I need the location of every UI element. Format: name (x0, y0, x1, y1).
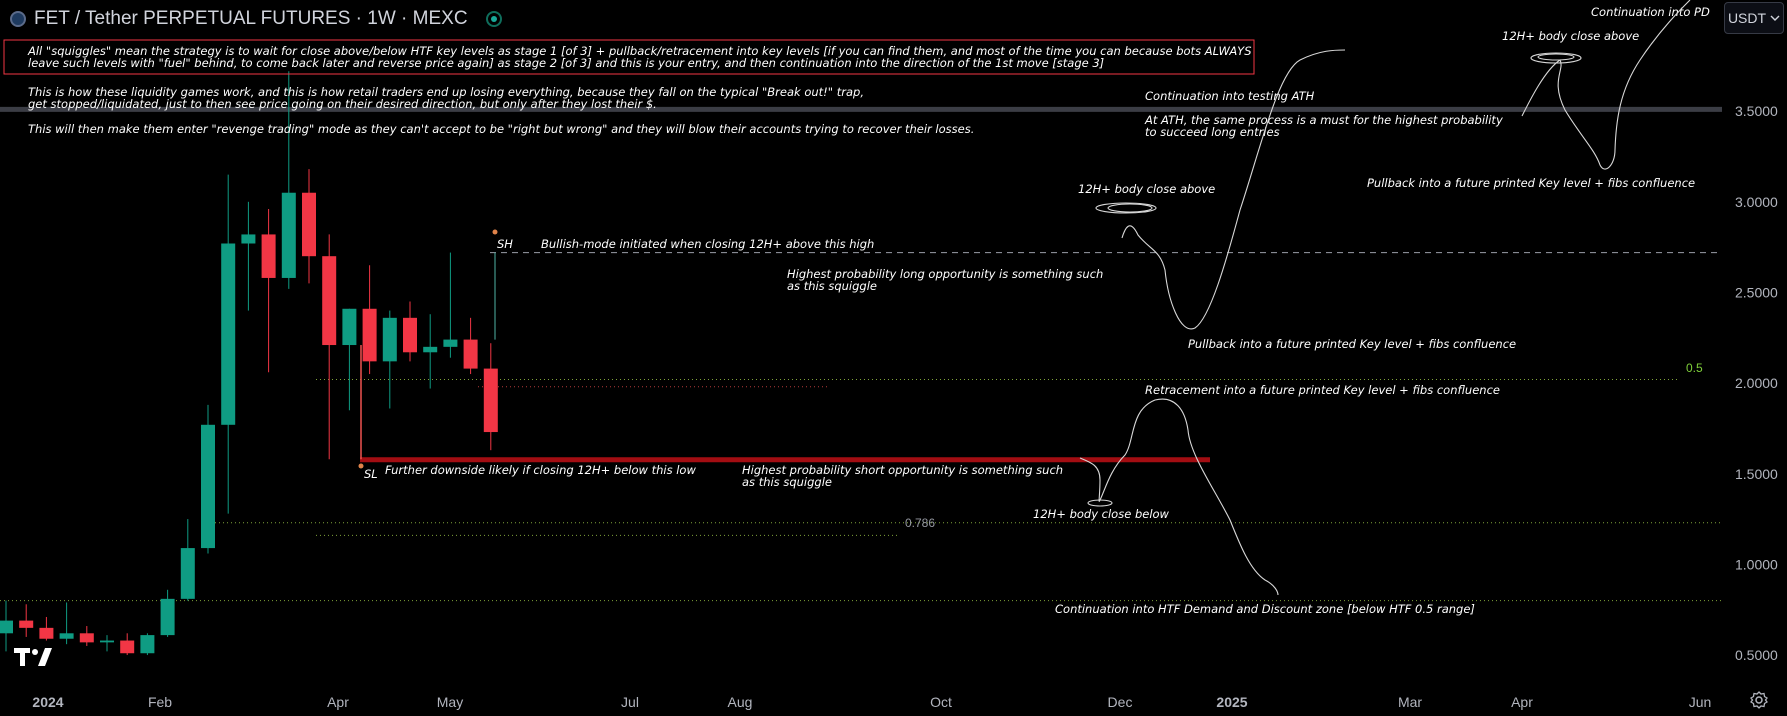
candle-body (241, 234, 256, 244)
ath-squiggle-scribble-2 (1537, 53, 1575, 61)
strategy-note-box (3, 39, 1255, 75)
candle-body (302, 192, 316, 257)
candle-body (403, 317, 417, 353)
sl-label: SL (364, 467, 378, 481)
body-close-below-label: 12H+ body close below (1033, 507, 1170, 521)
candle-body (463, 339, 478, 369)
retracement-label: Retracement into a future printed Key le… (1145, 383, 1500, 397)
short-opportunity-line2: as this squiggle (742, 475, 832, 489)
projection-squiggles (1079, 0, 1691, 596)
candles (0, 71, 498, 656)
candle-body (261, 234, 276, 278)
settings-gear-icon[interactable] (1749, 690, 1769, 710)
sl-marker-dot (358, 463, 364, 469)
strategy-note-line2: leave such levels with "fuel" behind, to… (28, 56, 1104, 70)
candle-body (120, 640, 135, 654)
time-tick-label: Mar (1398, 694, 1422, 710)
tradingview-logo-icon[interactable] (14, 646, 54, 668)
candle-body (160, 598, 175, 636)
candle-body (140, 635, 155, 654)
candle-body (443, 339, 458, 347)
further-downside-label: Further downside likely if closing 12H+ … (385, 463, 696, 477)
currency-selector[interactable]: USDT (1724, 2, 1784, 34)
body-close-above-label-1: 12H+ body close above (1078, 182, 1215, 196)
symbol-title: FET / Tether PERPETUAL FUTURES · 1W · ME… (34, 8, 468, 29)
price-tick-label: 3.5000 (1735, 103, 1778, 119)
level-lines (0, 106, 1722, 602)
revenge-note: This will then make them enter "revenge … (28, 122, 974, 136)
liquidity-note-line1: This is how these liquidity games work, … (28, 85, 864, 99)
price-tick-label: 2.5000 (1735, 284, 1778, 300)
candle-body (322, 256, 337, 346)
price-tick-label: 1.0000 (1735, 556, 1778, 572)
price-tick-label: 2.0000 (1735, 375, 1778, 391)
pullback-label-2: Pullback into a future printed Key level… (1367, 176, 1695, 190)
candle-body (19, 620, 34, 628)
candle-body (342, 308, 357, 346)
currency-label: USDT (1727, 10, 1767, 26)
time-tick-label: Oct (930, 694, 952, 710)
price-tick-label: 1.5000 (1735, 466, 1778, 482)
at-ath-line1: At ATH, the same process is a must for t… (1144, 113, 1503, 127)
continuation-pd-label: Continuation into PD (1591, 5, 1710, 19)
continuation-demand-label: Continuation into HTF Demand and Discoun… (1055, 602, 1475, 616)
time-tick-label: Dec (1108, 694, 1133, 710)
time-tick-label: Apr (327, 694, 349, 710)
long-opportunity-line2: as this squiggle (787, 279, 877, 293)
short-opportunity-line1: Highest probability short opportunity is… (742, 463, 1063, 477)
fib-0-5-label: 0.5 (1686, 361, 1703, 375)
body-close-above-label-2: 12H+ body close above (1502, 29, 1639, 43)
swing-low-zone (360, 457, 1210, 463)
long-squiggle-scribble-2 (1107, 203, 1153, 213)
long-squiggle-scribble (1095, 202, 1157, 214)
swing-markers: SH SL (358, 229, 513, 481)
candle-body (201, 424, 215, 549)
candle-body (79, 633, 94, 643)
price-tick-label: 3.0000 (1735, 194, 1778, 210)
price-tick-label: 0.5000 (1735, 647, 1778, 663)
time-tick-label: Jun (1689, 694, 1712, 710)
long-squiggle-path (1121, 49, 1346, 330)
short-squiggle-scribble (1087, 499, 1113, 507)
market-status-icon[interactable] (485, 11, 502, 27)
candle-body (362, 308, 377, 362)
at-ath-line2: to succeed long entries (1145, 125, 1280, 139)
liquidity-note-line2: get stopped/liquidated, just to then see… (28, 97, 657, 111)
time-tick-label: Apr (1511, 694, 1533, 710)
price-axis[interactable]: 0.5000 1.0000 1.5000 2.0000 2.5000 3.0000 3.50… (1735, 103, 1778, 663)
fib-0-786-label: 0.786 (905, 516, 935, 530)
candle-body (39, 627, 54, 639)
ath-squiggle-path (1521, 0, 1691, 170)
time-tick-label: Jul (621, 694, 639, 710)
strategy-note-line1: All "squiggles" mean the strategy is to … (27, 44, 1252, 58)
candle-body (382, 317, 397, 362)
candle-body (0, 620, 13, 634)
short-squiggle-path (1079, 398, 1279, 596)
bullish-mode-label: Bullish-mode initiated when closing 12H+… (541, 237, 874, 251)
chart-header: FET / Tether PERPETUAL FUTURES · 1W · ME… (10, 6, 502, 32)
candle-body (59, 633, 74, 639)
time-tick-label: Aug (728, 694, 753, 710)
chevron-down-icon (1770, 15, 1780, 21)
time-axis[interactable]: 2024 Feb Apr May Jul Aug Oct Dec 2025 Mar Apr Jun (32, 694, 1711, 710)
sh-marker-dot (492, 229, 498, 235)
ath-squiggle-scribble (1530, 52, 1582, 64)
candle-body (221, 243, 236, 425)
sh-label: SH (497, 237, 513, 251)
candle-body (180, 548, 195, 599)
time-tick-label: 2025 (1216, 694, 1247, 710)
candle-body (100, 640, 114, 643)
candle-body (423, 346, 438, 353)
symbol-logo-icon (10, 11, 26, 27)
candle-body (281, 192, 296, 278)
candle-body (483, 368, 498, 433)
pullback-label-1: Pullback into a future printed Key level… (1188, 337, 1516, 351)
continuation-ath-label: Continuation into testing ATH (1145, 89, 1315, 103)
time-tick-label: May (437, 694, 463, 710)
long-opportunity-line1: Highest probability long opportunity is … (787, 267, 1103, 281)
time-tick-label: Feb (148, 694, 172, 710)
time-tick-label: 2024 (32, 694, 63, 710)
